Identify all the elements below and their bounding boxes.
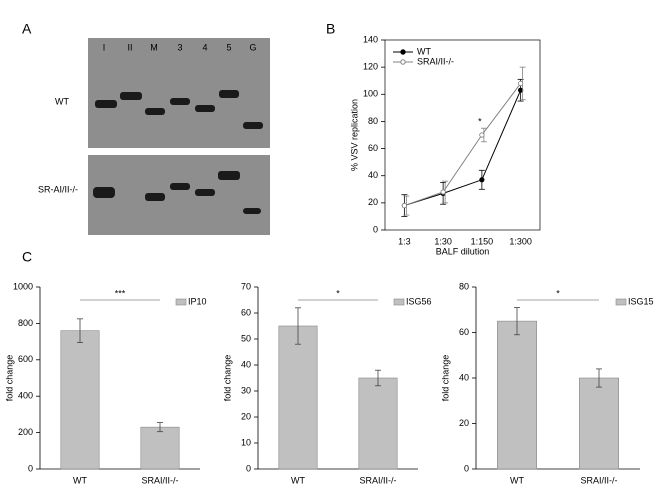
y-tick-label: 0 <box>246 463 251 473</box>
point <box>479 132 485 138</box>
lane-label: II <box>127 42 132 52</box>
lane-label: 5 <box>226 42 231 52</box>
panel-label: B <box>326 21 335 37</box>
y-tick-label: 400 <box>18 391 33 401</box>
lane-label: M <box>150 42 158 52</box>
bar <box>60 330 100 470</box>
y-tick-label: 50 <box>241 333 251 343</box>
point <box>518 80 524 87</box>
point <box>440 189 446 195</box>
point <box>479 177 485 183</box>
y-tick-label: 70 <box>241 281 251 291</box>
y-axis-label: fold change <box>4 355 14 402</box>
y-axis-label: fold change <box>222 355 232 402</box>
plot-frame <box>384 39 541 231</box>
x-tick-label: 1:30 <box>434 236 452 246</box>
y-tick-label: 20 <box>241 411 251 421</box>
y-tick-label: 1000 <box>13 281 33 291</box>
x-tick-label: WT <box>510 475 524 485</box>
y-tick-label: 80 <box>459 281 469 291</box>
row-label: SR-AI/II-/- <box>38 184 78 194</box>
annotation: * <box>478 117 482 127</box>
y-axis-label: % VSV replication <box>349 99 359 171</box>
y-tick-label: 40 <box>368 170 378 180</box>
y-tick-label: 0 <box>28 463 33 473</box>
y-tick-label: 60 <box>459 327 469 337</box>
y-tick-label: 600 <box>18 354 33 364</box>
significance: * <box>336 288 340 298</box>
y-tick-label: 20 <box>368 197 378 207</box>
y-tick-label: 0 <box>373 224 378 234</box>
line <box>404 90 522 207</box>
x-tick-label: SRAI/II-/- <box>141 475 178 485</box>
legend-marker <box>400 49 406 55</box>
bar <box>358 377 398 470</box>
x-axis-label: BALF dilution <box>436 246 490 256</box>
bar <box>579 377 619 470</box>
legend-label: ISG56 <box>406 296 432 306</box>
panel-label: C <box>22 249 32 265</box>
line <box>404 83 522 207</box>
x-tick-label: SRAI/II-/- <box>359 475 396 485</box>
y-tick-label: 40 <box>241 359 251 369</box>
y-tick-label: 100 <box>363 89 378 99</box>
lane-label: 3 <box>177 42 182 52</box>
y-tick-label: 800 <box>18 318 33 328</box>
y-tick-label: 60 <box>368 143 378 153</box>
x-tick-label: 1:300 <box>509 236 532 246</box>
y-tick-label: 20 <box>459 418 469 428</box>
legend-swatch <box>393 298 405 306</box>
x-tick-label: 1:3 <box>398 236 411 246</box>
significance: * <box>556 288 560 298</box>
y-tick-label: 80 <box>368 116 378 126</box>
y-tick-label: 40 <box>459 372 469 382</box>
x-tick-label: SRAI/II-/- <box>580 475 617 485</box>
y-tick-label: 120 <box>363 62 378 72</box>
legend-label: SRAI/II-/- <box>417 56 454 66</box>
y-tick-label: 200 <box>18 427 33 437</box>
lane-label: 4 <box>202 42 207 52</box>
legend-marker <box>400 59 406 65</box>
legend-swatch <box>175 298 187 306</box>
x-tick-label: WT <box>73 475 87 485</box>
gel-image <box>88 155 270 235</box>
lane-label: I <box>103 42 106 52</box>
legend-label: IP10 <box>188 296 207 306</box>
point <box>518 87 524 93</box>
bar <box>278 325 318 470</box>
y-axis-label: fold change <box>440 355 450 402</box>
lane-label: G <box>249 42 256 52</box>
y-tick-label: 30 <box>241 385 251 395</box>
y-tick-label: 0 <box>464 463 469 473</box>
row-label: WT <box>55 96 69 106</box>
bar <box>497 320 537 470</box>
significance: *** <box>115 288 126 298</box>
point <box>401 202 407 209</box>
y-tick-label: 60 <box>241 307 251 317</box>
legend-swatch <box>615 298 627 306</box>
gel-bands <box>93 90 263 214</box>
gel-image <box>88 38 270 148</box>
x-tick-label: 1:150 <box>471 236 494 246</box>
y-tick-label: 10 <box>241 437 251 447</box>
x-tick-label: WT <box>291 475 305 485</box>
panel-label: A <box>22 21 32 37</box>
legend-label: ISG15 <box>628 296 654 306</box>
y-tick-label: 140 <box>363 34 378 44</box>
bar <box>140 426 180 470</box>
legend-label: WT <box>417 46 431 56</box>
